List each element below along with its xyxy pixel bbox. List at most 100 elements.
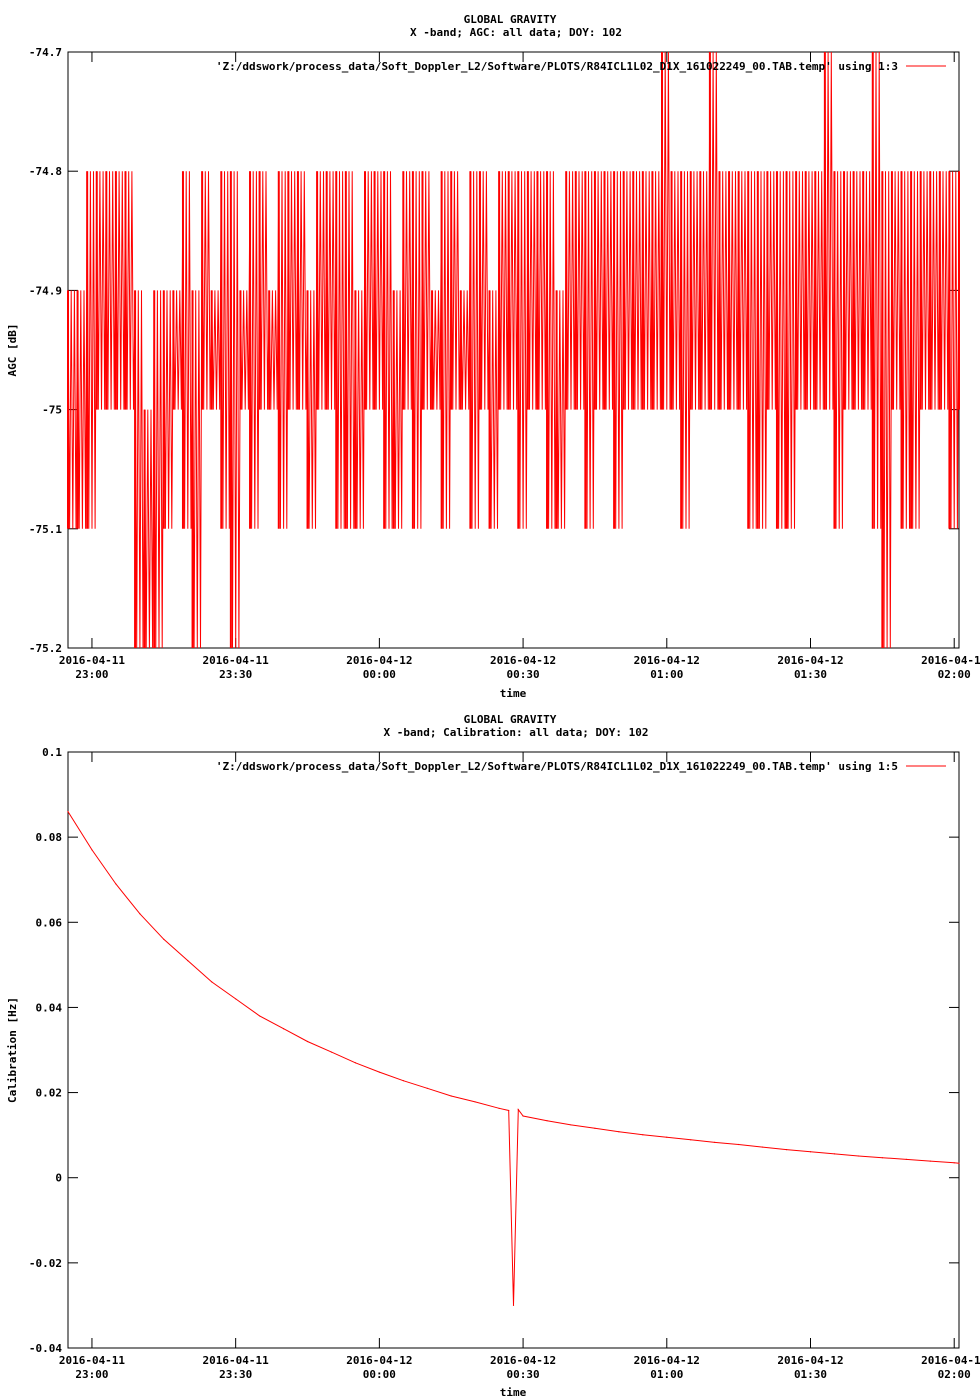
calibration-data-point-24: [570, 1124, 572, 1126]
calibration-data-point-18: [498, 1107, 500, 1109]
agc-chart: GLOBAL GRAVITY X -band; AGC: all data; D…: [6, 13, 980, 700]
agc-xtick-date-2: 2016-04-12: [346, 654, 412, 667]
agc-series-line: [67, 51, 960, 649]
calibration-xtick-date-6: 2016-04-12: [921, 1354, 980, 1367]
agc-series: [67, 51, 960, 649]
agc-xtick-date-3: 2016-04-12: [490, 654, 556, 667]
agc-xtick-date-1: 2016-04-11: [203, 654, 270, 667]
calibration-chart: GLOBAL GRAVITY X -band; Calibration: all…: [6, 713, 980, 1399]
calibration-xtick-date-4: 2016-04-12: [634, 1354, 700, 1367]
agc-ytick-label-5: -75.2: [29, 642, 62, 655]
agc-xtick-time-5: 01:30: [794, 668, 827, 681]
calibration-data-point-21: [517, 1109, 519, 1111]
calibration-data-point-31: [738, 1143, 740, 1146]
calibration-data-point-27: [642, 1134, 644, 1136]
calibration-ytick-label-3: 0.04: [36, 1001, 63, 1014]
calibration-data-point-8: [259, 1015, 261, 1017]
agc-ytick-label-4: -75.1: [29, 523, 62, 536]
calibration-ytick-label-4: 0.02: [36, 1087, 63, 1100]
calibration-data-point-11: [330, 1051, 333, 1053]
calibration-xtick-date-1: 2016-04-11: [203, 1354, 270, 1367]
agc-x-axis-label: time: [500, 687, 527, 700]
calibration-data-point-14: [402, 1080, 404, 1082]
calibration-xtick-time-5: 01:30: [794, 1368, 827, 1381]
calibration-data-point-23: [546, 1120, 548, 1122]
agc-xtick-date-6: 2016-04-12: [921, 654, 980, 667]
agc-xtick-date-0: 2016-04-11: [59, 654, 126, 667]
calibration-data-point-37: [881, 1157, 883, 1159]
calibration-data-point-29: [690, 1139, 692, 1141]
calibration-data-point-35: [833, 1153, 836, 1155]
calibration-data-point-16: [450, 1095, 452, 1097]
agc-ytick-label-2: -74.9: [29, 284, 62, 297]
agc-y-axis: -74.7 -74.8 -74.9 -75 -75.1 -75.2: [29, 46, 959, 655]
calibration-data-point-26: [618, 1131, 620, 1133]
calibration-data-point-1: [91, 849, 93, 851]
calibration-data-point-41: [958, 1162, 960, 1164]
calibration-data-point-5: [187, 960, 189, 962]
calibration-ytick-label-1: 0.08: [36, 831, 63, 844]
agc-xtick-time-3: 00:30: [507, 668, 540, 681]
calibration-x-axis: 2016-04-1123:002016-04-1123:302016-04-12…: [59, 752, 980, 1381]
calibration-ytick-label-6: -0.02: [29, 1257, 62, 1270]
agc-xtick-time-4: 01:00: [650, 668, 683, 681]
agc-legend-label: 'Z:/ddswork/process_data/Soft_Doppler_L2…: [216, 60, 898, 73]
calibration-plot-frame: [67, 751, 960, 1349]
calibration-data-point-9: [282, 1028, 285, 1030]
calibration-series: [67, 811, 960, 1307]
agc-xtick-time-6: 02:00: [938, 668, 971, 681]
calibration-data-point-6: [211, 981, 213, 983]
calibration-data-point-36: [857, 1155, 860, 1157]
calibration-data-point-30: [714, 1141, 716, 1143]
calibration-data-point-25: [594, 1127, 596, 1129]
agc-y-axis-label: AGC [dB]: [6, 324, 19, 377]
calibration-data-point-40: [953, 1162, 955, 1164]
calibration-data-point-33: [785, 1149, 788, 1151]
agc-xtick-date-4: 2016-04-12: [634, 654, 700, 667]
calibration-ytick-label-0: 0.1: [42, 746, 62, 759]
calibration-xtick-time-0: 23:00: [75, 1368, 108, 1381]
calibration-xtick-date-2: 2016-04-12: [346, 1354, 412, 1367]
calibration-chart-subtitle: X -band; Calibration: all data; DOY: 102: [384, 726, 649, 739]
calibration-data-point-38: [905, 1158, 907, 1161]
calibration-data-point-0: [67, 811, 69, 813]
calibration-y-axis: 0.1 0.08 0.06 0.04 0.02 0 -0.02 -0.04: [29, 746, 959, 1355]
calibration-xtick-time-2: 00:00: [363, 1368, 396, 1381]
calibration-ytick-label-5: 0: [55, 1172, 62, 1185]
calibration-data-point-12: [354, 1062, 357, 1064]
agc-ytick-label-0: -74.7: [29, 46, 62, 59]
calibration-data-point-13: [378, 1071, 380, 1073]
calibration-xtick-time-1: 23:30: [219, 1368, 252, 1381]
calibration-y-axis-label: Calibration [Hz]: [6, 997, 19, 1103]
calibration-data-point-34: [809, 1151, 812, 1153]
calibration-data-point-17: [474, 1101, 476, 1103]
agc-x-axis: 2016-04-1123:002016-04-1123:302016-04-12…: [59, 52, 980, 681]
calibration-data-point-4: [163, 938, 165, 940]
calibration-legend-label: 'Z:/ddswork/process_data/Soft_Doppler_L2…: [216, 760, 898, 773]
calibration-series-line: [67, 811, 960, 1306]
agc-xtick-time-2: 00:00: [363, 668, 396, 681]
calibration-xtick-date-3: 2016-04-12: [490, 1354, 556, 1367]
calibration-xtick-time-4: 01:00: [650, 1368, 683, 1381]
calibration-data-point-10: [306, 1040, 309, 1043]
calibration-chart-title: GLOBAL GRAVITY: [464, 713, 557, 726]
calibration-xtick-date-5: 2016-04-12: [777, 1354, 843, 1367]
calibration-data-point-39: [929, 1160, 931, 1162]
agc-xtick-date-5: 2016-04-12: [777, 654, 843, 667]
calibration-data-point-20: [512, 1304, 515, 1307]
calibration-ytick-label-7: -0.04: [29, 1342, 62, 1355]
calibration-data-point-2: [115, 883, 117, 885]
calibration-xtick-time-6: 02:00: [938, 1368, 971, 1381]
calibration-xtick-date-0: 2016-04-11: [59, 1354, 126, 1367]
calibration-x-axis-label: time: [500, 1386, 527, 1399]
agc-xtick-time-1: 23:30: [219, 668, 252, 681]
calibration-data-point-3: [139, 913, 141, 915]
agc-chart-subtitle: X -band; AGC: all data; DOY: 102: [410, 26, 622, 39]
agc-ytick-label-1: -74.8: [29, 165, 62, 178]
calibration-data-point-28: [666, 1136, 668, 1138]
calibration-xtick-time-3: 00:30: [507, 1368, 540, 1381]
agc-xtick-time-0: 23:00: [75, 668, 108, 681]
agc-chart-title: GLOBAL GRAVITY: [464, 13, 557, 26]
agc-ytick-label-3: -75: [42, 404, 62, 417]
